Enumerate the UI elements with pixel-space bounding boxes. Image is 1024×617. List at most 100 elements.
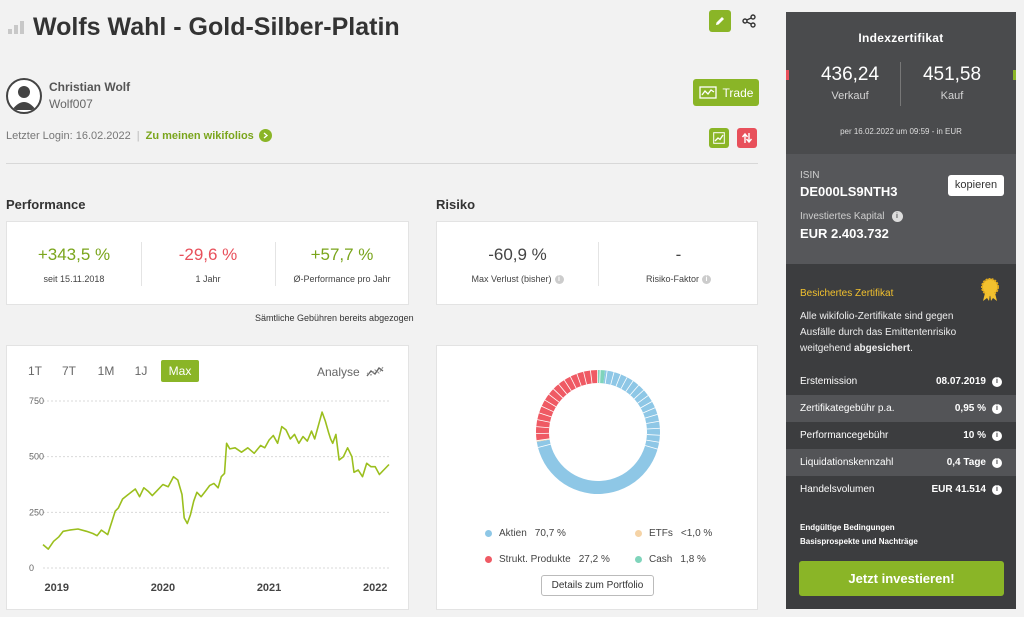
edit-button[interactable] [709,10,731,32]
analyse-link[interactable]: Analyse [317,365,384,379]
y-tick-label: 750 [29,396,44,406]
capital-label-row: Investiertes Kapital i [800,211,903,222]
performance-card: +343,5 % seit 15.11.2018 -29,6 % 1 Jahr … [6,221,409,305]
detail-label: Zertifikategebühr p.a. [800,403,895,414]
legend-item-cash: Cash 1,8 % [635,554,706,565]
segment-separator [590,370,593,384]
up-down-arrows-icon [741,132,753,144]
author-nickname: Wolf007 [49,97,93,111]
segment-separator [553,388,564,399]
info-icon[interactable]: i [992,403,1002,414]
buy-sell-button[interactable] [737,128,757,148]
kpi-label: 1 Jahr [195,274,221,284]
range-tab-1t[interactable]: 1T [27,364,42,378]
detail-value: 0,4 Tage [946,457,986,468]
legend-item-strukt-produkte: Strukt. Produkte 27,2 % [485,554,610,565]
buy-label: Kauf [940,90,964,102]
info-icon[interactable]: i [992,376,1002,387]
analyse-label: Analyse [317,365,360,379]
info-icon[interactable]: i [891,211,903,222]
certificate-type: Indexzertifikat [858,31,944,45]
final-terms-link[interactable]: Endgültige Bedingungen [800,523,895,532]
certificate-panel: Indexzertifikat 436,24 Verkauf 451,58 Ka… [786,12,1016,609]
segment-separator [644,445,658,450]
y-tick-label: 0 [29,563,34,573]
donut-segment [536,370,598,441]
author-name[interactable]: Christian Wolf [49,80,131,94]
line-chart[interactable]: 750 500 250 0 2019 2020 2021 2022 [7,346,410,611]
info-icon[interactable]: i [992,430,1002,441]
portfolio-details-button[interactable]: Details zum Portfolio [541,575,654,596]
segment-separator [537,443,551,448]
legend-value: 1,8 % [680,554,706,565]
kpi-value: -60,9 % [488,245,547,264]
avatar[interactable] [6,78,42,114]
chart-trend-button[interactable] [709,128,729,148]
segment-separator [541,405,554,413]
detail-row-erstemission: Erstemission 08.07.2019 i [786,368,1016,395]
detail-row-performancegebuehr: Performancegebühr 10 % i [786,422,1016,449]
wikifolios-link[interactable]: Zu meinen wikifolios [146,129,272,142]
buy-price-block[interactable]: 451,58 Kauf [902,64,1002,102]
price-timestamp: per 16.02.2022 um 09:59 - in EUR [840,127,962,136]
segment-separator [646,434,660,436]
y-tick-label: 250 [29,507,44,517]
info-icon[interactable]: i [702,275,711,285]
separator: | [136,129,140,142]
user-icon [12,86,36,110]
risk-card: -60,9 % Max Verlust (bisher) i - Risiko-F… [436,221,758,305]
info-icon[interactable]: i [554,275,564,285]
secured-text-end: . [910,343,913,354]
prospectus-link[interactable]: Basisprospekte und Nachträge [800,537,918,546]
range-tab-7t[interactable]: 7T [61,364,76,378]
segment-separator [646,427,660,430]
secured-title: Besichertes Zertifikat [800,288,894,299]
legend-label: ETFs [649,528,673,539]
legend-value: 27,2 % [578,554,610,565]
detail-row-zertifikategebuehr: Zertifikategebühr p.a. 0,95 % i [786,395,1016,422]
secured-text: Alle wikifolio-Zertifikate sind gegen Au… [800,309,990,357]
segment-separator [620,377,628,389]
divider [6,163,758,164]
legend-value: <1,0 % [680,528,713,539]
portfolio-donut-chart[interactable] [437,346,759,516]
sell-price-block[interactable]: 436,24 Verkauf [800,64,900,102]
segment-separator [625,380,634,392]
x-tick-label: 2020 [151,582,175,594]
series-line [42,411,390,550]
kpi-avg-year: +57,7 % Ø-Performance pro Jahr [275,222,409,304]
range-tab-max[interactable]: Max [161,360,199,382]
trade-button[interactable]: Trade [693,79,759,106]
pencil-icon [716,17,724,25]
kpi-label: Ø-Performance pro Jahr [293,274,391,284]
legend-label: Cash [649,554,673,565]
medal-icon [981,278,999,301]
segment-separator [538,412,552,418]
segment-separator [558,383,568,395]
segment-separator [576,373,582,387]
arrow-right-icon [258,129,272,142]
detail-label: Liquidationskennzahl [800,457,894,468]
kpi-since-start: +343,5 % seit 15.11.2018 [7,222,141,304]
info-icon[interactable]: i [992,484,1002,495]
detail-row-handelsvolumen: Handelsvolumen EUR 41.514 i [786,476,1016,503]
legend-dot [635,556,642,563]
trade-icon [698,86,717,99]
y-tick-label: 500 [29,452,44,462]
secured-text-body: Alle wikifolio-Zertifikate sind gegen Au… [800,311,957,354]
kpi-risk-factor: - Risiko-Faktor i [598,222,759,304]
analyse-chart-icon [366,366,384,377]
range-tab-1m[interactable]: 1M [97,364,115,378]
detail-value: 10 % [963,430,986,441]
copy-isin-button[interactable]: kopieren [948,175,1004,196]
segment-separator [637,395,649,404]
buy-marker [1013,70,1016,80]
x-tick-label: 2021 [257,582,281,594]
legend-label: Strukt. Produkte [499,554,571,565]
range-tab-1j[interactable]: 1J [134,364,148,378]
share-button[interactable] [739,11,759,31]
segment-separator [642,407,656,414]
info-icon[interactable]: i [992,457,1002,468]
invest-button[interactable]: Jetzt investieren! [799,561,1004,596]
performance-title: Performance [6,197,86,212]
